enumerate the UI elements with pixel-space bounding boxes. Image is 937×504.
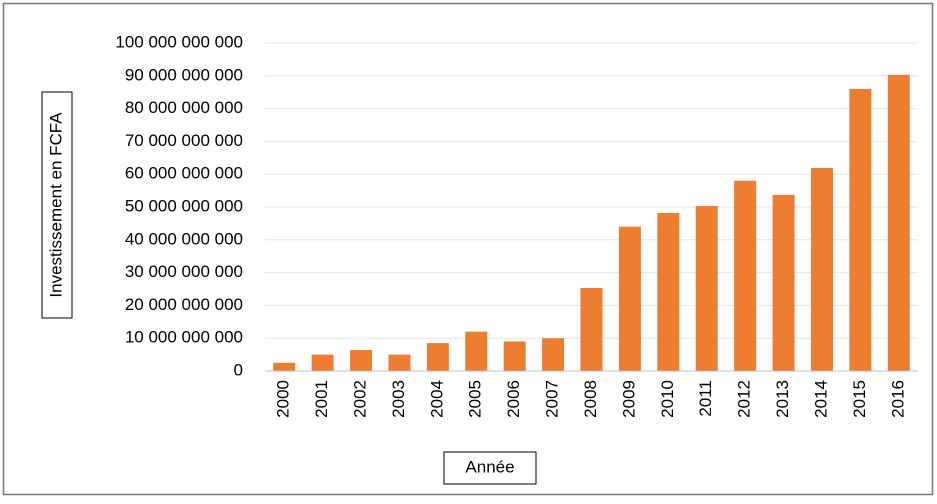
bar bbox=[388, 354, 411, 371]
y-axis-title: Investissement en FCFA bbox=[46, 112, 65, 298]
x-tick-label: 2007 bbox=[543, 380, 562, 418]
bar bbox=[772, 194, 795, 371]
x-axis-title: Année bbox=[465, 457, 514, 476]
y-tick-label: 10 000 000 000 bbox=[125, 328, 243, 347]
x-tick-label: 2012 bbox=[735, 380, 754, 418]
x-tick-label: 2002 bbox=[351, 380, 370, 418]
bar bbox=[695, 206, 718, 371]
x-tick-label: 2013 bbox=[773, 380, 792, 418]
bar bbox=[580, 288, 603, 371]
bar bbox=[350, 350, 373, 371]
x-tick-label: 2006 bbox=[504, 380, 523, 418]
x-tick-label: 2003 bbox=[389, 380, 408, 418]
bar bbox=[618, 226, 641, 371]
bar bbox=[734, 180, 757, 371]
bar bbox=[465, 331, 488, 371]
y-tick-label: 40 000 000 000 bbox=[125, 229, 243, 248]
bar bbox=[849, 88, 872, 372]
x-tick-label: 2010 bbox=[658, 380, 677, 418]
y-tick-label: 60 000 000 000 bbox=[125, 164, 243, 183]
bar bbox=[542, 338, 565, 371]
y-tick-label: 90 000 000 000 bbox=[125, 65, 243, 84]
y-label-box bbox=[41, 91, 73, 319]
bar bbox=[810, 167, 833, 371]
x-tick-label: 2005 bbox=[466, 380, 485, 418]
bar bbox=[273, 362, 296, 371]
y-tick-label: 50 000 000 000 bbox=[125, 196, 243, 215]
x-tick-label: 2008 bbox=[581, 380, 600, 418]
y-tick-label: 20 000 000 000 bbox=[125, 295, 243, 314]
x-label-box bbox=[443, 451, 537, 485]
bar bbox=[311, 354, 334, 371]
x-tick-label: 2009 bbox=[619, 380, 638, 418]
y-tick-label: 30 000 000 000 bbox=[125, 262, 243, 281]
x-tick-label: 2016 bbox=[888, 380, 907, 418]
x-tick-label: 2004 bbox=[427, 380, 446, 418]
x-tick-label: 2000 bbox=[274, 380, 293, 418]
bar bbox=[503, 341, 526, 371]
y-tick-label: 100 000 000 000 bbox=[115, 32, 243, 51]
x-tick-label: 2001 bbox=[312, 380, 331, 418]
y-tick-label: 80 000 000 000 bbox=[125, 98, 243, 117]
x-tick-label: 2015 bbox=[850, 380, 869, 418]
y-tick-label: 0 bbox=[234, 360, 243, 379]
y-tick-label: 70 000 000 000 bbox=[125, 131, 243, 150]
bar bbox=[887, 74, 910, 371]
bar bbox=[426, 343, 449, 371]
x-tick-label: 2011 bbox=[696, 380, 715, 417]
x-tick-label: 2014 bbox=[811, 380, 830, 418]
bar bbox=[657, 212, 680, 371]
